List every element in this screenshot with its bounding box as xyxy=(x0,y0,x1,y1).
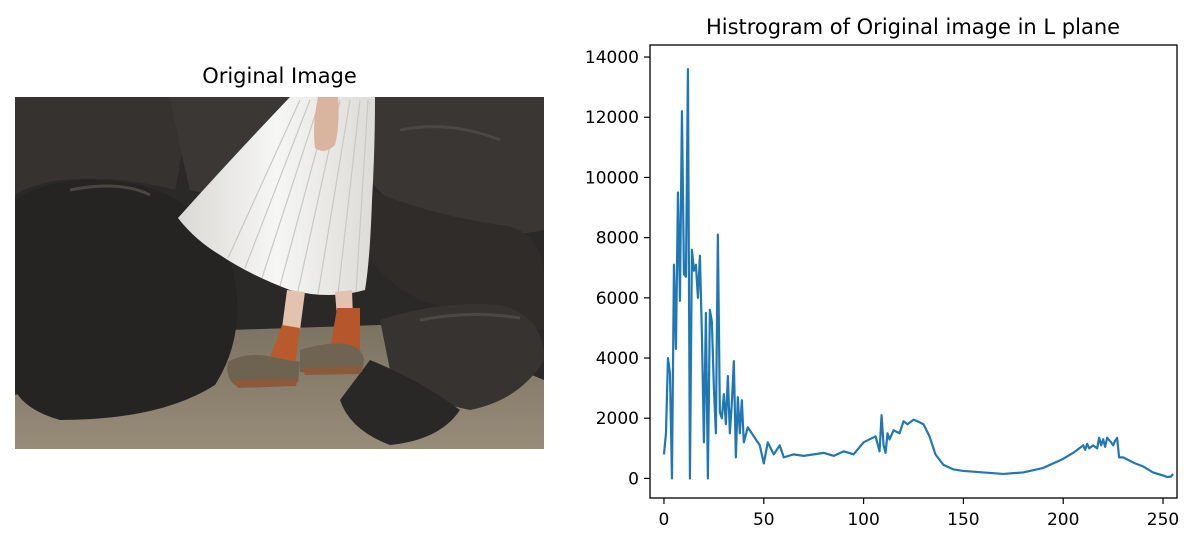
y-tick-label: 10000 xyxy=(585,168,639,188)
image-panel-title: Original Image xyxy=(202,64,357,88)
hand xyxy=(314,97,339,151)
histogram-chart: Histrogram of Original image in L plane … xyxy=(585,15,1179,530)
chart-title: Histrogram of Original image in L plane xyxy=(706,15,1120,39)
y-tick-label: 4000 xyxy=(596,349,639,369)
x-tick-label: 100 xyxy=(847,510,879,530)
rock-bottom-center xyxy=(340,360,460,445)
rock-highlight xyxy=(419,312,521,322)
y-tick-label: 2000 xyxy=(596,409,639,429)
x-tick-label: 50 xyxy=(753,510,775,530)
x-tick-label: 0 xyxy=(659,510,670,530)
rock-highlight xyxy=(399,125,501,142)
y-tick-label: 8000 xyxy=(596,229,639,249)
clog-right xyxy=(300,343,364,374)
original-image xyxy=(15,97,544,449)
x-tick-label: 250 xyxy=(1147,510,1179,530)
rock-left-top xyxy=(15,97,182,195)
rock-right-top xyxy=(360,97,544,234)
leg-left xyxy=(282,290,305,330)
y-tick-label: 14000 xyxy=(585,48,639,68)
histogram-line xyxy=(662,67,1174,480)
rock-right-middle xyxy=(365,190,544,330)
rock-right-lower xyxy=(380,304,544,410)
clog-sole-right xyxy=(302,366,362,375)
rock-left-large xyxy=(15,180,238,420)
x-tick-label: 150 xyxy=(947,510,979,530)
clog-sole-left xyxy=(232,378,298,388)
y-tick-label: 12000 xyxy=(585,108,639,128)
y-tick-label: 0 xyxy=(628,469,639,489)
x-axis-ticks: 0 50 100 150 200 250 xyxy=(659,498,1179,530)
sock-right xyxy=(330,308,360,353)
y-axis-ticks: 0 2000 4000 6000 8000 10000 12000 14000 xyxy=(585,48,650,489)
rock-highlight xyxy=(69,184,151,197)
clog-left xyxy=(227,354,300,386)
x-tick-label: 200 xyxy=(1047,510,1079,530)
sock-left xyxy=(268,325,300,367)
plot-frame xyxy=(649,44,1178,499)
y-tick-label: 6000 xyxy=(596,289,639,309)
